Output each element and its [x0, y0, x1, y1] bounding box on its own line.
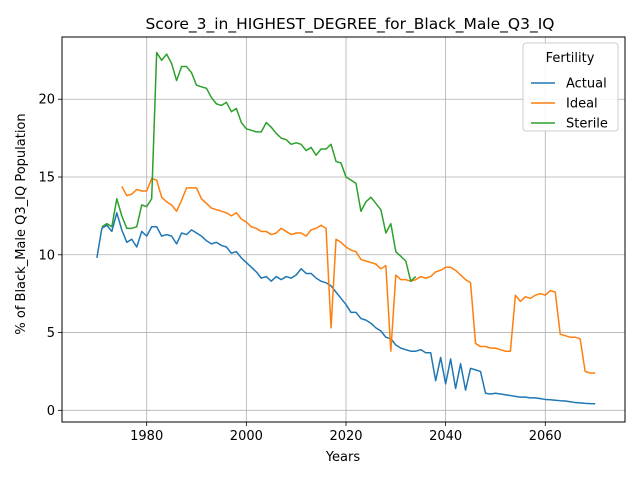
series-lines [96, 51, 596, 405]
series-line-ideal [121, 177, 596, 374]
y-tick-label: 15 [38, 171, 55, 186]
x-axis-label: Years [325, 450, 361, 465]
y-tick-label: 20 [38, 93, 55, 108]
legend-label-ideal: Ideal [566, 97, 598, 112]
x-tick-label: 2000 [230, 429, 263, 444]
legend-label-actual: Actual [566, 77, 607, 92]
legend: Fertility Actual Ideal Sterile [522, 42, 619, 132]
x-tick-label: 1980 [130, 429, 163, 444]
y-tick-label: 5 [47, 326, 55, 341]
legend-box [522, 42, 619, 132]
legend-title: Fertility [546, 51, 595, 66]
y-axis: 0 5 10 15 20 [38, 93, 62, 419]
x-axis: 1980 2000 2020 2040 2060 [130, 422, 562, 444]
x-tick-label: 2060 [529, 429, 562, 444]
y-tick-label: 0 [47, 404, 55, 419]
x-tick-label: 2040 [429, 429, 462, 444]
series-line-sterile [101, 51, 417, 282]
legend-label-sterile: Sterile [566, 117, 608, 132]
series-line-actual [96, 212, 596, 405]
y-axis-label: % of Black_Male Q3_IQ Population [14, 113, 29, 334]
y-tick-label: 10 [38, 248, 55, 263]
chart-title: Score_3_in_HIGHEST_DEGREE_for_Black_Male… [145, 15, 554, 34]
x-tick-label: 2020 [329, 429, 362, 444]
plot-frame [61, 36, 626, 423]
